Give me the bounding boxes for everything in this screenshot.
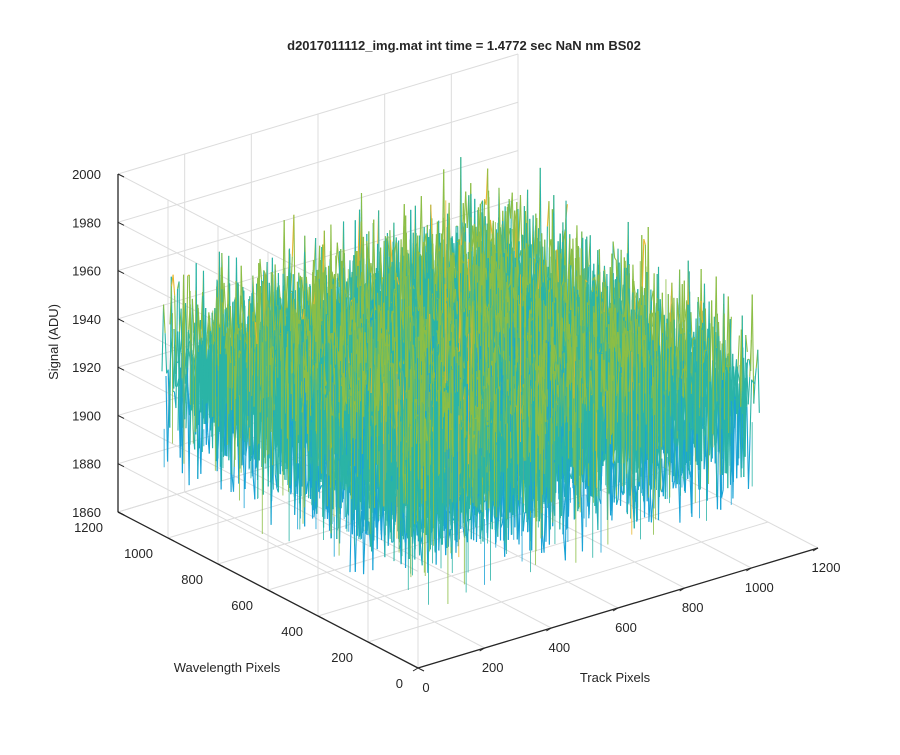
- surface-strand: [164, 304, 166, 333]
- surface-strand: [173, 275, 175, 295]
- surface-strand: [291, 257, 293, 293]
- surface-strand: [173, 391, 175, 392]
- surface-strand: [165, 333, 167, 373]
- surface-strand: [224, 283, 226, 312]
- surface-strand: [291, 291, 293, 292]
- surface-strand: [162, 304, 164, 371]
- surface-strand: [382, 278, 384, 279]
- surface-strand: [337, 243, 339, 264]
